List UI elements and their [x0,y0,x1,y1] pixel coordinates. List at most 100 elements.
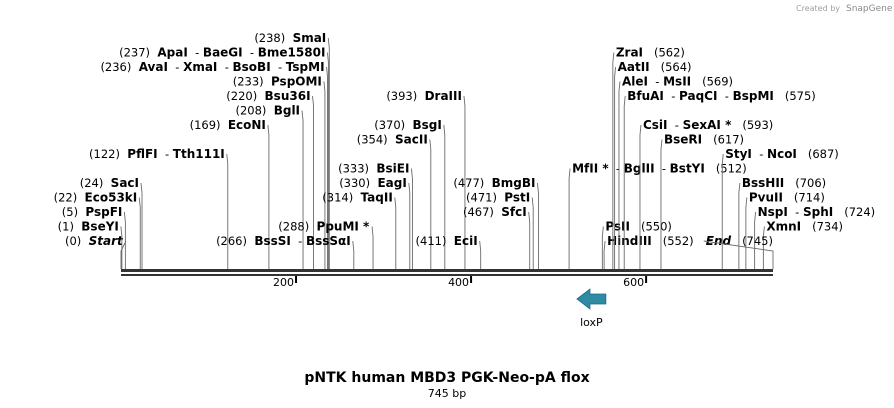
ruler-tick-label: 400 [448,276,469,289]
site-saci: (24) SacI [80,176,143,269]
enzyme-name: CsiI [643,118,668,132]
site-connector [703,240,774,269]
site-label: (237) ApaI - BaeGI - Bme1580I [119,46,325,60]
site-separator: - [291,234,306,248]
enzyme-name: TspMI [286,60,325,74]
site-label: (354) SacII [357,133,428,147]
site-mfii-bglii-bstyi: MfII * - BglII - BstYI (512) [568,162,747,269]
site-label: (330) EagI [339,176,407,190]
site-connector [323,81,326,269]
site-alei-msii: AleI - MsII (569) [618,75,733,269]
map-length: 745 bp [428,387,466,400]
site-styi-ncoi: StyI - NcoI (687) [721,147,839,269]
site-connector [429,139,432,269]
enzyme-name: AvaI [139,60,168,74]
site-eco53ki: (22) Eco53kI [54,191,141,269]
enzyme-name: BseRI [664,133,702,147]
loxp-arrow [576,288,607,310]
enzyme-name: Tth111I [173,147,225,161]
site-position: (706) [795,176,826,190]
site-label: (314) TaqII [322,191,393,205]
site-label: BssHII (706) [742,176,826,190]
site-connector [267,124,270,269]
enzyme-name: XmnI [766,220,801,234]
site-position: (266) [216,234,247,248]
enzyme-name: SacI [111,176,139,190]
backbone-top-strand [121,269,773,272]
site-separator: - [188,46,203,60]
enzyme-name: EagI [377,176,406,190]
site-bseyi: (1) BseYI [58,220,123,269]
map-title: pNTK human MBD3 PGK-Neo-pA flox [304,370,589,386]
enzyme-name: PsII [605,220,630,234]
enzyme-name: ZraI [616,46,643,60]
site-position: (714) [794,191,825,205]
site-separator: - [217,60,232,74]
site-smai: (238) SmaI [254,31,330,269]
enzyme-name: TaqII [361,191,393,205]
site-separator: - [271,60,286,74]
enzyme-name: NcoI [767,147,797,161]
enzyme-name: MsII [663,75,691,89]
site-bmgbi: (477) BmgBI [453,176,539,269]
enzyme-name: PspFI [85,205,122,219]
site-position: (471) [466,191,497,205]
site-position: (288) [278,220,309,234]
loxp-label: loxP [580,316,603,329]
site-position: (370) [374,118,405,132]
site-connector [479,240,482,269]
site-connector [226,153,229,269]
site-position: (238) [254,31,285,45]
site-connector [623,95,626,269]
site-position: (236) [100,60,131,74]
site-connector [754,211,757,269]
sequence-backbone [121,269,773,276]
site-draiii: (393) DraIII [386,89,466,269]
enzyme-name: PflFI [127,147,157,161]
enzyme-name: End [706,234,732,248]
site-position: (512) [716,162,747,176]
site-separator: - [788,205,803,219]
site-position: (575) [785,89,816,103]
enzyme-name: AleI [622,75,648,89]
enzyme-name: BsoBI [233,60,271,74]
site-connector [660,139,663,269]
site-separator: - [664,89,679,103]
site-connector [738,182,741,269]
site-connector [352,240,355,269]
site-connector [762,226,765,269]
site-connector [123,211,126,269]
site-bsu36i: (220) Bsu36I [226,89,314,269]
enzyme-name: AatII [618,60,650,74]
enzyme-name: StyI [725,147,752,161]
site-position: (745) [742,234,773,248]
site-zrai: ZraI (562) [612,46,685,269]
site-label: (467) SfcI [463,205,527,219]
enzyme-name: DraIII [425,89,462,103]
site-avai-xmai-bsobi-tspmi: (236) AvaI - XmaI - BsoBI - TspMI [100,60,328,269]
site-connector [618,81,621,269]
site-connector [463,95,466,269]
enzyme-name: Eco53kI [85,191,138,205]
snapgene-brand: SnapGene [846,4,893,14]
site-label: HindIII (552) [607,234,694,248]
site-position: (233) [233,75,264,89]
site-position: (550) [641,220,672,234]
site-position: (593) [742,118,773,132]
site-separator: - [648,75,663,89]
credit-prefix: Created by [796,4,840,13]
site-bsssi-bsss-i: (266) BssSI - BssSαI [216,234,355,269]
enzyme-name: BssSI [254,234,291,248]
site-connector [443,124,446,269]
enzyme-name: MfII * [572,162,609,176]
site-position: (617) [713,133,744,147]
site-connector [120,240,127,269]
ruler-tick-label: 200 [273,276,294,289]
site-econi: (169) EcoNI [190,118,270,269]
site-label: (370) BsgI [374,118,442,132]
enzyme-name: BaeGI [203,46,243,60]
enzyme-name: BstYI [670,162,705,176]
features: loxP [576,288,607,329]
site-bgli: (208) BglI [235,104,304,269]
